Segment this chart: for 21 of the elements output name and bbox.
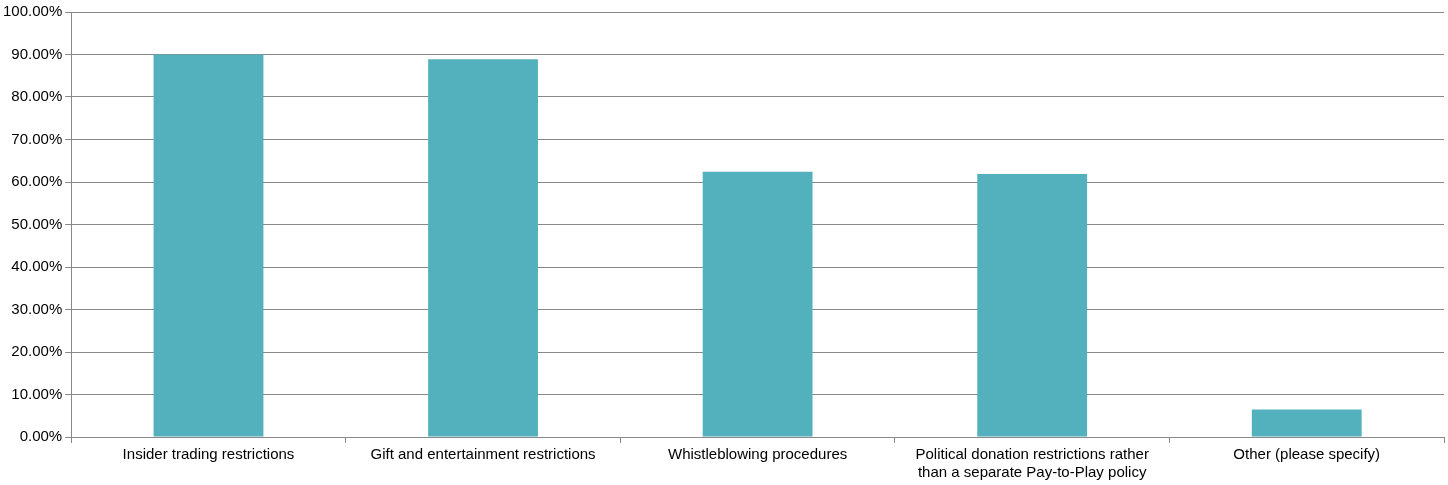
bar	[153, 54, 264, 437]
x-tick-label: Other (please specify)	[1233, 445, 1381, 463]
y-tick-label: 50.00%	[11, 214, 63, 232]
y-tick-label: 40.00%	[11, 257, 63, 275]
x-tick-label: Political donation restrictions rather than a separate Pay-to-Play policy	[915, 445, 1149, 481]
y-tick-label: 80.00%	[11, 87, 63, 105]
y-tick-label: 100.00%	[3, 2, 63, 20]
bar	[977, 173, 1088, 437]
y-tick-label: 0.00%	[19, 427, 63, 445]
x-tick-label: Insider trading restrictions	[122, 445, 295, 463]
y-tick-label: 20.00%	[11, 342, 63, 360]
y-tick-label: 70.00%	[11, 129, 63, 147]
x-tick-label: Gift and entertainment restrictions	[370, 445, 596, 463]
bar	[428, 59, 538, 437]
x-tick-label: Whistleblowing procedures	[667, 445, 848, 463]
y-tick-label: 30.00%	[11, 299, 63, 317]
bar	[1251, 409, 1362, 437]
y-tick-label: 10.00%	[11, 384, 63, 402]
bar	[702, 171, 813, 437]
y-tick-label: 60.00%	[11, 172, 63, 190]
y-tick-label: 90.00%	[11, 44, 63, 62]
